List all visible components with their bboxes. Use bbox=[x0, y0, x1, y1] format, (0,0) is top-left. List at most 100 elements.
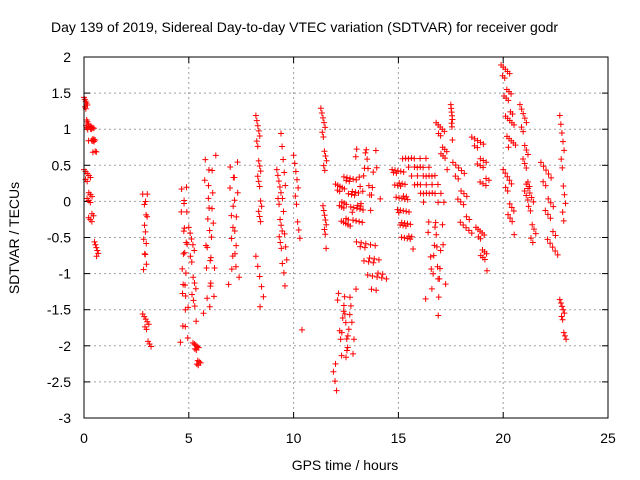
data-point bbox=[317, 105, 324, 112]
data-point bbox=[190, 274, 197, 281]
y-tick-label: -3 bbox=[59, 410, 72, 426]
data-point bbox=[236, 274, 243, 281]
data-point bbox=[366, 254, 373, 261]
data-point bbox=[179, 290, 186, 297]
data-point bbox=[337, 336, 344, 343]
data-point bbox=[521, 160, 528, 167]
y-tick-label: -1.5 bbox=[47, 302, 71, 318]
data-point bbox=[559, 209, 566, 216]
data-point bbox=[454, 196, 461, 203]
data-point bbox=[455, 164, 462, 171]
data-point bbox=[356, 174, 363, 181]
data-point bbox=[203, 264, 210, 271]
data-point bbox=[255, 178, 262, 185]
data-point bbox=[370, 259, 377, 266]
data-point bbox=[184, 334, 191, 341]
x-tick-label: 0 bbox=[80, 430, 88, 446]
data-point bbox=[277, 239, 284, 246]
data-point bbox=[500, 166, 507, 173]
data-point bbox=[364, 156, 371, 163]
data-point bbox=[436, 275, 443, 282]
data-point bbox=[461, 170, 468, 177]
data-point bbox=[432, 219, 439, 226]
data-point bbox=[550, 203, 557, 210]
data-point bbox=[330, 368, 337, 375]
data-point bbox=[362, 149, 369, 156]
data-point bbox=[187, 253, 194, 260]
data-point bbox=[477, 235, 484, 242]
data-point bbox=[399, 155, 406, 162]
data-point bbox=[319, 202, 326, 209]
data-point bbox=[405, 164, 412, 171]
data-point bbox=[364, 272, 371, 279]
data-point bbox=[211, 264, 218, 271]
data-point bbox=[410, 246, 417, 253]
data-point bbox=[350, 217, 357, 224]
data-point bbox=[357, 183, 364, 190]
data-point bbox=[350, 350, 357, 357]
data-point bbox=[178, 186, 185, 193]
data-point bbox=[504, 187, 511, 194]
y-tick-label: -1 bbox=[59, 266, 72, 282]
data-point bbox=[254, 122, 261, 129]
data-point bbox=[440, 199, 447, 206]
data-point bbox=[278, 222, 285, 229]
data-point bbox=[474, 144, 481, 151]
y-tick-label: 0 bbox=[63, 193, 71, 209]
data-point bbox=[323, 157, 330, 164]
data-point bbox=[528, 235, 535, 242]
data-point bbox=[343, 335, 350, 342]
data-point bbox=[191, 303, 198, 310]
data-point bbox=[229, 224, 236, 231]
data-point bbox=[391, 181, 398, 188]
data-point bbox=[448, 123, 455, 130]
data-point bbox=[435, 294, 442, 301]
data-point bbox=[431, 172, 438, 179]
data-point bbox=[458, 187, 465, 194]
data-point bbox=[377, 195, 384, 202]
data-point bbox=[417, 155, 424, 162]
data-point bbox=[320, 162, 327, 169]
data-point bbox=[417, 163, 424, 170]
data-point bbox=[201, 177, 208, 184]
data-point bbox=[319, 129, 326, 136]
x-tick-label: 15 bbox=[391, 430, 407, 446]
data-point bbox=[180, 281, 187, 288]
data-point bbox=[408, 173, 415, 180]
data-point bbox=[411, 164, 418, 171]
data-point bbox=[561, 310, 568, 317]
data-point bbox=[440, 241, 447, 248]
data-point bbox=[379, 271, 386, 278]
data-point bbox=[524, 151, 531, 158]
data-point bbox=[560, 138, 567, 145]
data-point bbox=[295, 227, 302, 234]
data-point bbox=[558, 156, 565, 163]
data-point bbox=[524, 196, 531, 203]
data-point bbox=[423, 190, 430, 197]
data-point bbox=[283, 256, 290, 263]
data-point bbox=[360, 206, 367, 213]
data-point bbox=[180, 250, 187, 257]
data-point bbox=[435, 312, 442, 319]
data-point bbox=[508, 180, 515, 187]
data-point bbox=[390, 169, 397, 176]
data-point bbox=[506, 200, 513, 207]
data-point bbox=[457, 198, 464, 205]
data-point bbox=[181, 200, 188, 207]
data-point bbox=[544, 211, 551, 218]
data-point bbox=[88, 218, 95, 225]
data-point bbox=[375, 256, 382, 263]
data-point bbox=[460, 201, 467, 208]
data-point bbox=[255, 208, 262, 215]
data-point bbox=[321, 148, 328, 155]
data-point bbox=[347, 302, 354, 309]
data-point bbox=[457, 219, 464, 226]
data-point bbox=[257, 218, 264, 225]
y-tick-label: 2 bbox=[63, 49, 71, 65]
data-point bbox=[561, 191, 568, 198]
data-point bbox=[347, 175, 354, 182]
data-point bbox=[141, 222, 148, 229]
data-point bbox=[191, 279, 198, 286]
data-point bbox=[178, 208, 185, 215]
data-point bbox=[260, 293, 267, 300]
